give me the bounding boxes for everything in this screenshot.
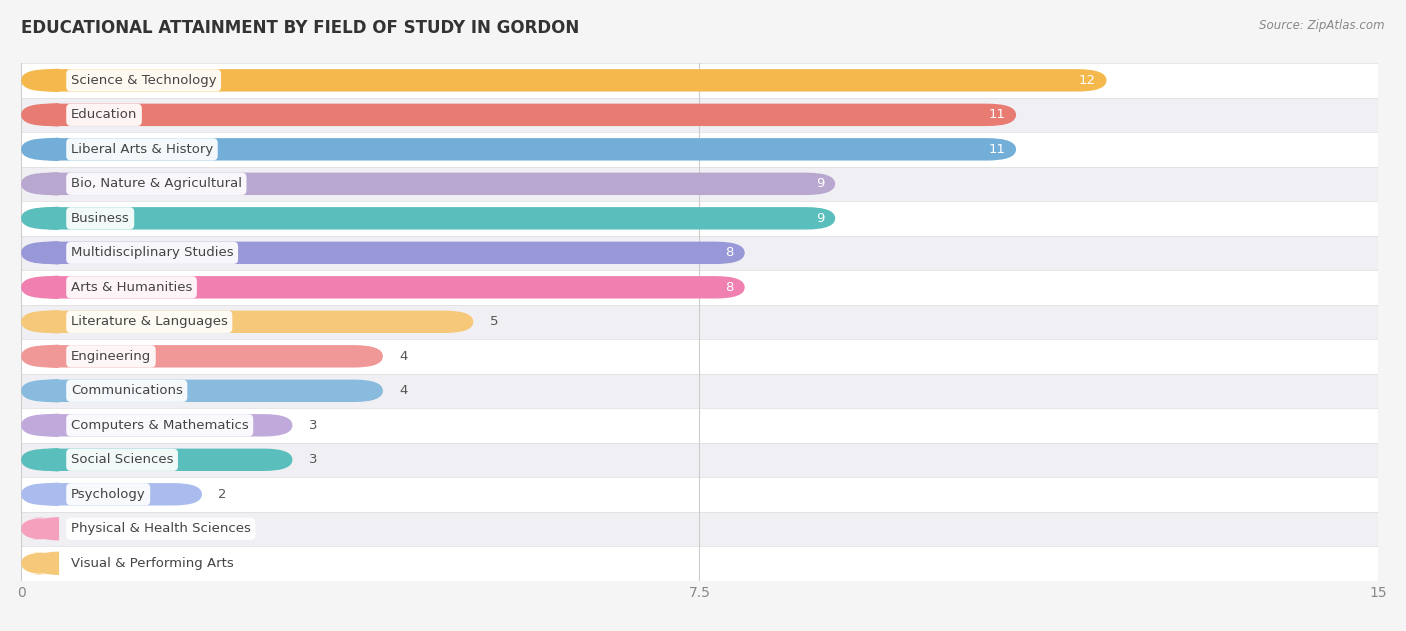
Wedge shape (28, 207, 59, 230)
FancyBboxPatch shape (21, 339, 1378, 374)
FancyBboxPatch shape (21, 477, 1378, 512)
Text: Multidisciplinary Studies: Multidisciplinary Studies (70, 246, 233, 259)
Wedge shape (28, 276, 59, 299)
FancyBboxPatch shape (21, 167, 1378, 201)
Text: Social Sciences: Social Sciences (70, 453, 173, 466)
FancyBboxPatch shape (21, 235, 1378, 270)
Text: Communications: Communications (70, 384, 183, 398)
Text: Computers & Mathematics: Computers & Mathematics (70, 419, 249, 432)
Wedge shape (28, 241, 59, 264)
Text: EDUCATIONAL ATTAINMENT BY FIELD OF STUDY IN GORDON: EDUCATIONAL ATTAINMENT BY FIELD OF STUDY… (21, 19, 579, 37)
FancyBboxPatch shape (21, 310, 474, 333)
Text: 3: 3 (309, 419, 318, 432)
FancyBboxPatch shape (21, 546, 1378, 581)
FancyBboxPatch shape (21, 345, 382, 367)
Text: Bio, Nature & Agricultural: Bio, Nature & Agricultural (70, 177, 242, 191)
Text: Science & Technology: Science & Technology (70, 74, 217, 87)
Wedge shape (28, 138, 59, 161)
Text: 8: 8 (725, 281, 734, 294)
Wedge shape (28, 103, 59, 126)
Wedge shape (28, 69, 59, 92)
Wedge shape (28, 448, 59, 471)
Text: Visual & Performing Arts: Visual & Performing Arts (70, 557, 233, 570)
Text: 5: 5 (489, 316, 498, 328)
Text: Education: Education (70, 109, 138, 121)
Text: Arts & Humanities: Arts & Humanities (70, 281, 193, 294)
FancyBboxPatch shape (21, 270, 1378, 305)
FancyBboxPatch shape (21, 173, 835, 195)
FancyBboxPatch shape (21, 276, 745, 298)
Wedge shape (28, 483, 59, 506)
Wedge shape (28, 172, 59, 196)
FancyBboxPatch shape (21, 63, 1378, 98)
FancyBboxPatch shape (21, 69, 1107, 91)
Text: 0: 0 (38, 522, 46, 535)
Text: 0: 0 (38, 557, 46, 570)
Text: Physical & Health Sciences: Physical & Health Sciences (70, 522, 250, 535)
FancyBboxPatch shape (21, 374, 1378, 408)
Text: Liberal Arts & History: Liberal Arts & History (70, 143, 214, 156)
Wedge shape (28, 310, 59, 333)
Wedge shape (28, 517, 59, 540)
FancyBboxPatch shape (21, 201, 1378, 235)
FancyBboxPatch shape (21, 512, 1378, 546)
FancyBboxPatch shape (21, 132, 1378, 167)
Text: 11: 11 (988, 109, 1005, 121)
FancyBboxPatch shape (21, 380, 382, 402)
Wedge shape (28, 345, 59, 368)
FancyBboxPatch shape (21, 449, 292, 471)
Text: 9: 9 (815, 212, 824, 225)
Text: 2: 2 (218, 488, 226, 501)
Text: Business: Business (70, 212, 129, 225)
Wedge shape (28, 551, 59, 575)
Text: 3: 3 (309, 453, 318, 466)
Text: Literature & Languages: Literature & Languages (70, 316, 228, 328)
Text: Engineering: Engineering (70, 350, 150, 363)
Wedge shape (28, 379, 59, 403)
Text: 4: 4 (399, 384, 408, 398)
FancyBboxPatch shape (21, 207, 835, 230)
FancyBboxPatch shape (21, 442, 1378, 477)
Text: Psychology: Psychology (70, 488, 146, 501)
FancyBboxPatch shape (21, 414, 292, 437)
FancyBboxPatch shape (21, 305, 1378, 339)
FancyBboxPatch shape (21, 483, 202, 505)
Text: 9: 9 (815, 177, 824, 191)
Text: 8: 8 (725, 246, 734, 259)
FancyBboxPatch shape (21, 552, 58, 574)
Text: 4: 4 (399, 350, 408, 363)
Text: 11: 11 (988, 143, 1005, 156)
FancyBboxPatch shape (21, 242, 745, 264)
FancyBboxPatch shape (21, 103, 1017, 126)
Text: 12: 12 (1078, 74, 1095, 87)
FancyBboxPatch shape (21, 138, 1017, 160)
Wedge shape (28, 414, 59, 437)
FancyBboxPatch shape (21, 98, 1378, 132)
Text: Source: ZipAtlas.com: Source: ZipAtlas.com (1260, 19, 1385, 32)
FancyBboxPatch shape (21, 517, 58, 540)
FancyBboxPatch shape (21, 408, 1378, 442)
